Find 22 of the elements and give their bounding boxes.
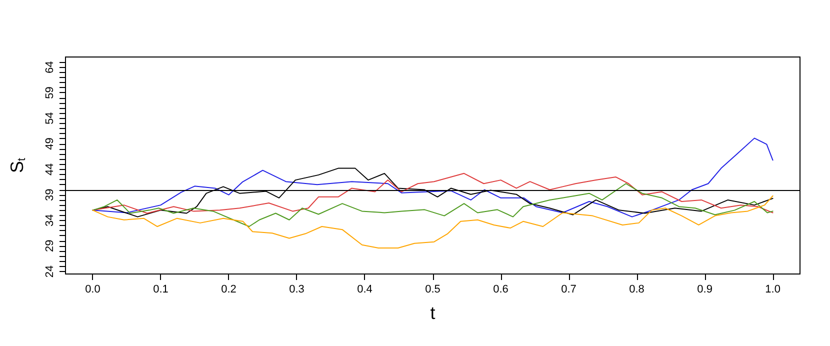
y-tick-label: 49	[44, 138, 56, 150]
x-tick-label: 0.1	[153, 284, 168, 296]
x-tick-label: 0.8	[629, 284, 644, 296]
y-tick-label: 44	[44, 163, 56, 176]
x-tick-label: 0.6	[493, 284, 508, 296]
y-tick-label: 59	[44, 86, 56, 99]
y-tick-label: 24	[44, 265, 56, 278]
x-tick-label: 0.7	[561, 284, 576, 296]
y-tick-label: 54	[44, 112, 56, 124]
y-tick-label: 64	[44, 61, 56, 74]
x-axis-title: t	[430, 303, 436, 323]
x-tick-label: 0.5	[425, 284, 440, 296]
x-tick-label: 0.9	[697, 284, 712, 296]
x-tick-label: 0.3	[289, 284, 304, 296]
x-tick-label: 1.0	[765, 284, 780, 296]
y-axis-title: St	[7, 158, 28, 174]
x-tick-label: 0.2	[221, 284, 236, 296]
x-tick-label: 0.0	[85, 284, 100, 296]
y-tick-label: 29	[44, 240, 56, 252]
x-tick-label: 0.4	[357, 284, 372, 296]
y-tick-label: 34	[44, 214, 56, 227]
y-tick-label: 39	[44, 188, 56, 201]
